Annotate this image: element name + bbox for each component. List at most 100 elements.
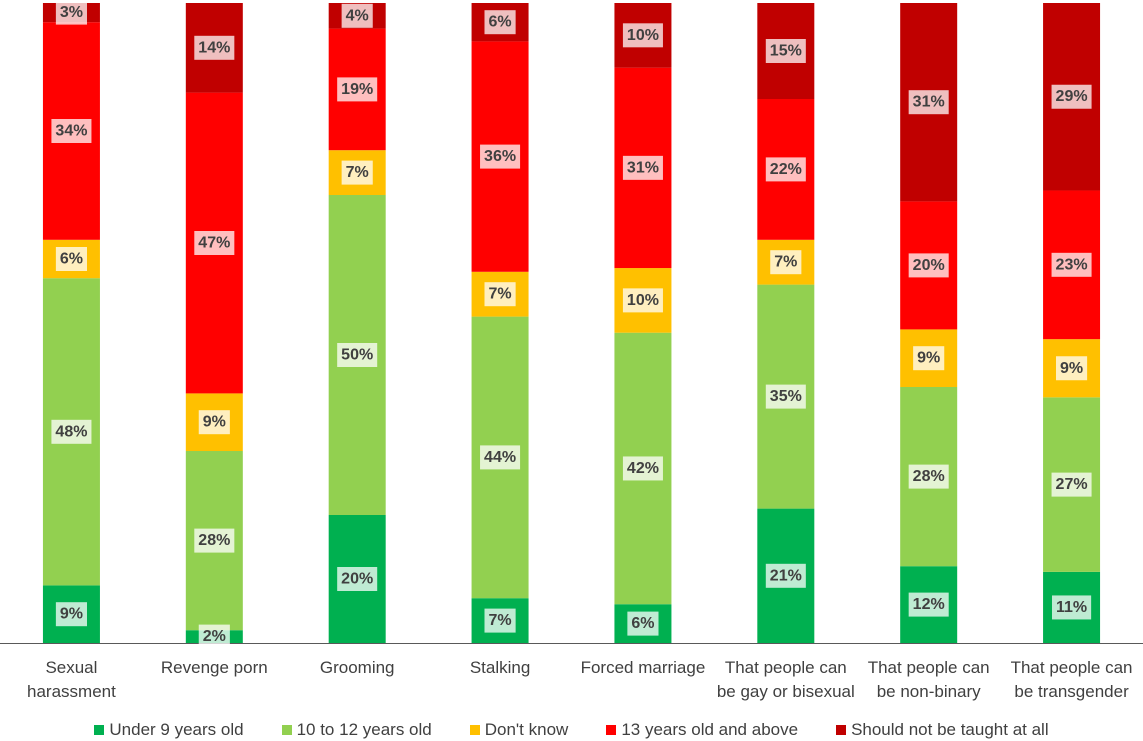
data-label-should-not-be-taught-at-all-forced-marriage: 10%	[622, 23, 663, 48]
legend-swatch-10-to-12-years-old	[281, 725, 292, 735]
x-tick-label-that-people-can-be-gay-or-bisexual: That people can be gay or bisexual	[716, 658, 855, 701]
data-label-box	[194, 35, 235, 60]
x-tick-label-stalking: Stalking	[469, 658, 531, 677]
data-label-text: 50%	[341, 347, 373, 364]
data-label-text: 20%	[341, 571, 373, 588]
data-label-box	[337, 567, 378, 591]
data-label-box	[198, 624, 230, 649]
data-label-text: 29%	[1056, 88, 1088, 105]
data-label-10-to-12-years-old-sexual-harassment: 48%	[51, 419, 92, 444]
data-label-13-years-old-and-above-that-people-can-be-transgender: 23%	[1051, 252, 1092, 277]
data-label-box	[908, 90, 949, 115]
data-label-text: 19%	[341, 81, 373, 98]
legend: Under 9 years old 10 to 12 years old Don…	[0, 719, 1143, 741]
data-label-box	[765, 157, 806, 182]
data-label-box	[770, 250, 802, 275]
data-label-box	[908, 592, 949, 617]
x-tick-label-sexual-harassment: Sexual harassment	[27, 658, 116, 701]
data-label-box	[198, 410, 230, 435]
data-label-under-9-years-old-that-people-can-be-transgender: 11%	[1051, 595, 1092, 620]
data-label-don-t-know-that-people-can-be-gay-or-bisexual: 7%	[770, 250, 802, 275]
data-label-don-t-know-that-people-can-be-transgender: 9%	[1056, 356, 1088, 381]
legend-item-under-9-years-old: Under 9 years old	[94, 719, 244, 741]
data-label-don-t-know-revenge-porn: 9%	[198, 410, 230, 435]
data-label-should-not-be-taught-at-all-that-people-can-be-non-binary: 31%	[908, 90, 949, 115]
data-label-should-not-be-taught-at-all-revenge-porn: 14%	[194, 35, 235, 60]
data-label-box	[913, 346, 945, 371]
x-axis-tick-labels: Sexual harassment Revenge porn Grooming Sta…	[0, 656, 1143, 708]
data-label-10-to-12-years-old-forced-marriage: 42%	[622, 456, 663, 481]
legend-label: 10 to 12 years old	[296, 720, 432, 739]
data-label-box	[194, 528, 235, 553]
data-label-box	[55, 0, 87, 25]
data-label-under-9-years-old-grooming: 20%	[337, 567, 378, 591]
x-tick-label-revenge-porn: Revenge porn	[160, 658, 268, 677]
legend-swatch-under-9-years-old	[94, 725, 105, 735]
data-label-don-t-know-that-people-can-be-non-binary: 9%	[913, 346, 945, 371]
data-label-under-9-years-old-forced-marriage: 6%	[627, 611, 659, 636]
data-label-should-not-be-taught-at-all-stalking: 6%	[484, 10, 516, 35]
data-label-text: 7%	[346, 164, 369, 181]
data-label-text: 9%	[203, 414, 226, 431]
data-label-box	[627, 611, 659, 636]
legend-label: Under 9 years old	[109, 720, 244, 739]
data-label-text: 3%	[60, 4, 83, 21]
data-label-13-years-old-and-above-that-people-can-be-non-binary: 20%	[908, 253, 949, 278]
data-label-text: 44%	[484, 449, 516, 466]
data-label-box	[55, 247, 87, 271]
data-label-text: 35%	[770, 388, 802, 405]
data-label-don-t-know-stalking: 7%	[484, 282, 516, 307]
data-label-should-not-be-taught-at-all-that-people-can-be-gay-or-bisexual: 15%	[765, 39, 806, 63]
data-label-text: 21%	[770, 567, 802, 584]
data-label-should-not-be-taught-at-all-sexual-harassment: 3%	[55, 0, 87, 25]
data-label-under-9-years-old-that-people-can-be-non-binary: 12%	[908, 592, 949, 617]
data-label-should-not-be-taught-at-all-grooming: 4%	[341, 3, 373, 28]
data-label-13-years-old-and-above-sexual-harassment: 34%	[51, 119, 92, 143]
data-label-under-9-years-old-that-people-can-be-gay-or-bisexual: 21%	[765, 563, 806, 588]
data-label-box	[1056, 356, 1088, 381]
data-label-text: 7%	[489, 612, 512, 629]
data-label-box	[51, 419, 92, 444]
x-tick-label-forced-marriage: Forced marriage	[580, 658, 706, 677]
data-label-10-to-12-years-old-revenge-porn: 28%	[194, 528, 235, 553]
data-label-text: 36%	[484, 148, 516, 165]
legend-item-13-years-old-and-above: 13 years old and above	[606, 719, 798, 741]
data-label-don-t-know-grooming: 7%	[341, 160, 373, 185]
data-label-text: 27%	[1056, 476, 1088, 493]
data-label-text: 47%	[198, 235, 230, 252]
data-label-don-t-know-sexual-harassment: 6%	[55, 247, 87, 271]
legend-item-should-not-be-taught-at-all: Should not be taught at all	[836, 719, 1049, 741]
data-label-under-9-years-old-revenge-porn: 2%	[198, 624, 230, 649]
data-label-text: 6%	[60, 251, 83, 268]
data-label-box	[480, 445, 521, 470]
data-label-10-to-12-years-old-that-people-can-be-gay-or-bisexual: 35%	[765, 384, 806, 409]
data-label-text: 4%	[346, 7, 369, 24]
data-label-text: 9%	[1060, 360, 1083, 377]
data-label-text: 31%	[627, 159, 659, 176]
data-labels: 9% 48% 6% 34% 3% 2% 28% 9% 47% 14% 20% 50% 7% 19% 4% 7%…	[51, 0, 1092, 649]
data-label-box	[55, 602, 87, 627]
data-label-10-to-12-years-old-that-people-can-be-non-binary: 28%	[908, 464, 949, 489]
data-label-box	[622, 155, 663, 180]
data-label-text: 6%	[489, 14, 512, 31]
data-label-box	[1051, 84, 1092, 109]
data-label-text: 2%	[203, 628, 226, 645]
data-label-box	[622, 456, 663, 481]
data-label-13-years-old-and-above-revenge-porn: 47%	[194, 231, 235, 255]
data-label-10-to-12-years-old-stalking: 44%	[480, 445, 521, 470]
data-label-text: 42%	[627, 460, 659, 477]
data-label-text: 23%	[1056, 256, 1088, 273]
data-label-13-years-old-and-above-grooming: 19%	[337, 77, 378, 102]
data-label-box	[1051, 252, 1092, 277]
data-label-10-to-12-years-old-grooming: 50%	[337, 343, 378, 367]
legend-swatch-should-not-be-taught-at-all	[836, 725, 847, 735]
data-label-box	[480, 144, 521, 169]
legend-swatch-dont-know	[469, 725, 480, 735]
data-label-box	[622, 288, 663, 313]
data-label-text: 10%	[627, 27, 659, 44]
data-label-box	[765, 39, 806, 63]
data-label-box	[194, 231, 235, 255]
data-label-should-not-be-taught-at-all-that-people-can-be-transgender: 29%	[1051, 84, 1092, 109]
plot-area: 9% 48% 6% 34% 3% 2% 28% 9% 47% 14% 20% 50% 7% 19% 4% 7%…	[0, 0, 1143, 649]
